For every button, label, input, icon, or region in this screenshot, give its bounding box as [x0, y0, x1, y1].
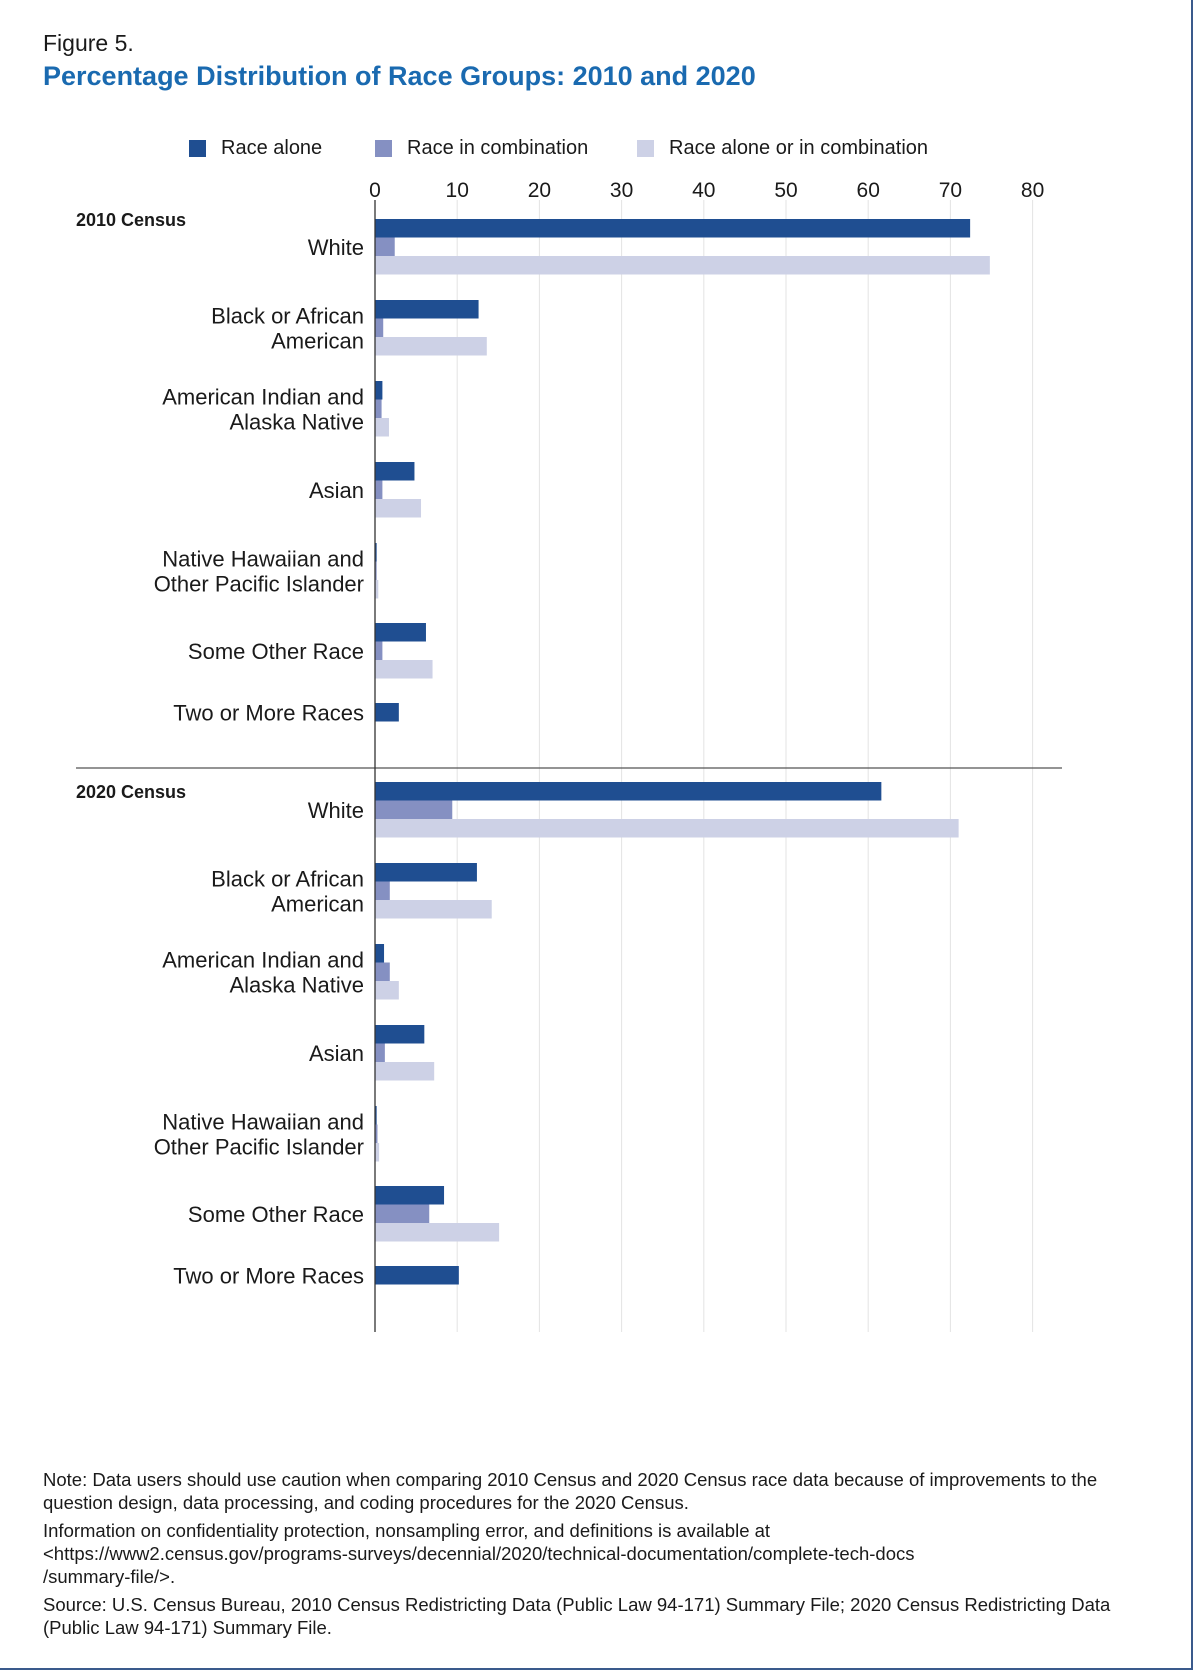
bar: [375, 800, 453, 819]
bar: [375, 480, 383, 499]
x-tick-label: 70: [939, 179, 962, 202]
figure-label: Figure 5.: [43, 30, 134, 56]
category-label: Black or African: [211, 866, 364, 891]
category-label: Two or More Races: [173, 700, 364, 725]
group-label: 2020 Census: [76, 782, 186, 802]
bar: [375, 337, 487, 356]
x-tick-label: 20: [528, 179, 551, 202]
legend: Race alone Race in combination Race alon…: [0, 137, 1200, 167]
bar: [375, 219, 971, 238]
category-label: Other Pacific Islander: [154, 571, 364, 596]
chart-title: Percentage Distribution of Race Groups: …: [43, 61, 756, 91]
bar: [375, 981, 399, 1000]
category-label: Alaska Native: [229, 409, 364, 434]
category-label: American: [271, 328, 364, 353]
category-label: Native Hawaiian and: [162, 1109, 364, 1134]
legend-swatch-race-alone: [189, 140, 206, 157]
bar: [375, 381, 383, 400]
bar: [375, 1186, 445, 1205]
bar: [375, 1062, 435, 1081]
legend-item-race-in-combination: Race in combination: [375, 137, 588, 160]
info-line: Information on confidentiality protectio…: [43, 1520, 771, 1541]
x-tick-label: 40: [692, 179, 715, 202]
category-label: Some Other Race: [188, 639, 364, 664]
bar: [375, 819, 959, 838]
legend-swatch-race-alone-or-in-combination: [637, 140, 654, 157]
category-label: American: [271, 891, 364, 916]
category-label: American Indian and: [162, 384, 364, 409]
notes-section: Note: Data users should use caution when…: [43, 1468, 1153, 1644]
bar: [375, 256, 990, 275]
bar: [375, 399, 382, 418]
legend-label: Race alone or in combination: [669, 137, 929, 159]
category-label: Black or African: [211, 303, 364, 328]
bar: [375, 881, 390, 900]
x-tick-label: 60: [857, 179, 880, 202]
bar: [375, 543, 377, 562]
bar: [375, 300, 479, 319]
bar: [375, 462, 415, 481]
note-text: Note: Data users should use caution when…: [43, 1469, 1098, 1513]
bar: [375, 782, 882, 801]
bar: [375, 962, 390, 981]
category-label: Asian: [309, 1041, 364, 1066]
bar: [375, 660, 433, 679]
x-tick-label: 30: [610, 179, 633, 202]
bar: [375, 418, 389, 437]
info-text: Information on confidentiality protectio…: [43, 1519, 1153, 1588]
category-label: Other Pacific Islander: [154, 1134, 364, 1159]
bar: [375, 641, 383, 660]
category-label: Alaska Native: [229, 972, 364, 997]
legend-item-race-alone-or-in-combination: Race alone or in combination: [637, 137, 928, 160]
bar: [375, 944, 385, 963]
legend-item-race-alone: Race alone: [189, 137, 322, 160]
group-label: 2010 Census: [76, 210, 186, 230]
category-label: American Indian and: [162, 947, 364, 972]
bar: [375, 863, 477, 882]
category-label: White: [308, 235, 364, 260]
x-tick-label: 10: [446, 179, 469, 202]
bar: [375, 703, 399, 722]
bar: [375, 1025, 425, 1044]
bar: [375, 561, 377, 580]
category-label: Native Hawaiian and: [162, 546, 364, 571]
bar: [375, 237, 395, 256]
bar: [375, 1124, 378, 1143]
category-label: Asian: [309, 478, 364, 503]
legend-label: Race in combination: [407, 137, 589, 159]
legend-swatch-race-in-combination: [375, 140, 392, 157]
info-url-line: /summary-file/>.: [43, 1566, 176, 1587]
x-tick-label: 0: [369, 179, 381, 202]
bar: [375, 1043, 385, 1062]
x-tick-label: 80: [1021, 179, 1044, 202]
bar: [375, 1266, 459, 1285]
category-label: Two or More Races: [173, 1263, 364, 1288]
bar: [375, 499, 422, 518]
bar: [375, 1143, 380, 1162]
legend-label: Race alone: [221, 137, 323, 159]
bar: [375, 1106, 377, 1125]
category-label: White: [308, 798, 364, 823]
bar: [375, 900, 492, 919]
bar: [375, 580, 379, 599]
info-url-line: <https://www2.census.gov/programs-survey…: [43, 1543, 915, 1564]
bar: [375, 1223, 500, 1242]
bar: [375, 1204, 430, 1223]
source-text: Source: U.S. Census Bureau, 2010 Census …: [43, 1594, 1111, 1638]
bar: [375, 623, 426, 642]
x-tick-label: 50: [774, 179, 797, 202]
category-label: Some Other Race: [188, 1202, 364, 1227]
bar-chart: 0 10 20 30 40 50 60 70 80 2010 Census White Black o…: [76, 179, 1062, 1332]
bar: [375, 318, 384, 337]
